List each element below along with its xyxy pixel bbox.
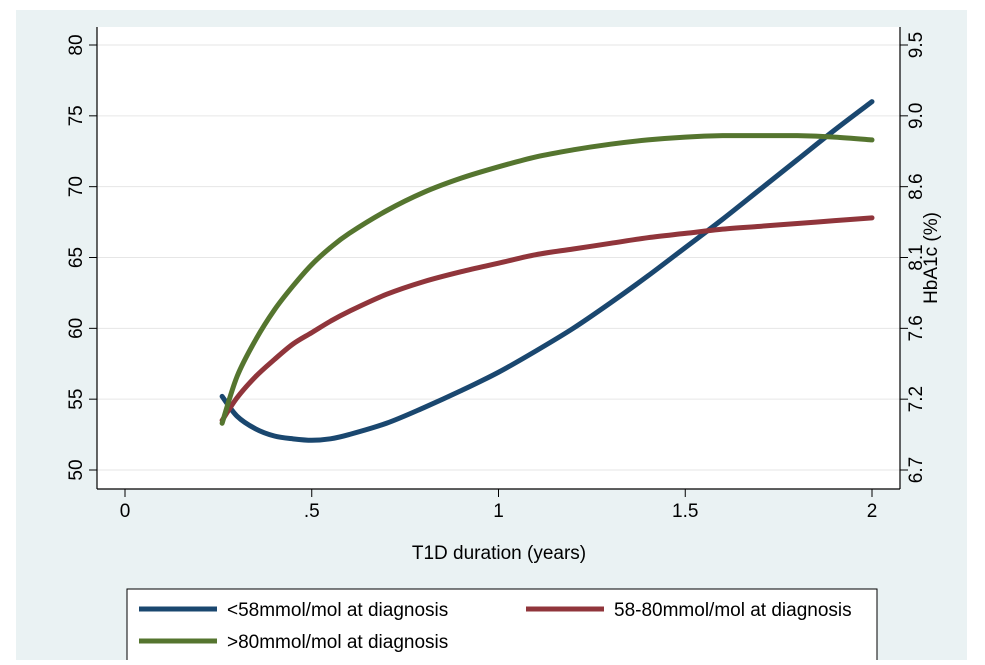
y2-tick-label: 6.7	[906, 457, 927, 483]
y2-tick-label: 7.2	[906, 386, 927, 412]
legend-label-3: >80mmol/mol at diagnosis	[227, 632, 448, 653]
x-tick-label: 1	[493, 501, 504, 522]
x-tick-label: 2	[867, 501, 878, 522]
x-tick-label: .5	[304, 501, 320, 522]
series-line-2	[219, 215, 875, 423]
y-axis-ticks: 50 55 60 65 70 75 80	[66, 34, 97, 481]
series-line-1	[219, 99, 875, 443]
legend: <58mmol/mol at diagnosis 58-80mmol/mol at…	[139, 600, 852, 653]
y-tick-label: 80	[66, 34, 87, 55]
y2-tick-label: 9.5	[906, 32, 927, 58]
x-axis-ticks: 0 .5 1 1.5 2	[120, 489, 878, 522]
y2-axis-label: HbA1c (%)	[921, 212, 942, 304]
y-tick-label: 55	[66, 389, 87, 410]
x-tick-label: 1.5	[672, 501, 698, 522]
y2-tick-label: 8.1	[906, 244, 927, 270]
y-tick-label: 50	[66, 459, 87, 480]
series-lines	[219, 99, 875, 443]
legend-label-2: 58-80mmol/mol at diagnosis	[614, 600, 852, 621]
x-axis-label: T1D duration (years)	[412, 543, 586, 564]
legend-label-1: <58mmol/mol at diagnosis	[227, 600, 448, 621]
legend-box	[126, 588, 878, 665]
series-line-3	[219, 133, 875, 426]
y2-axis-ticks: 6.7 7.2 7.6 8.1 8.6 9.0 9.5	[900, 32, 927, 483]
y2-tick-label: 9.0	[906, 103, 927, 129]
y2-tick-label: 8.6	[906, 173, 927, 199]
y-tick-label: 60	[66, 318, 87, 339]
y2-tick-label: 7.6	[906, 315, 927, 341]
x-tick-label: 0	[120, 501, 131, 522]
y-tick-label: 65	[66, 247, 87, 268]
y-tick-label: 75	[66, 105, 87, 126]
y-tick-label: 70	[66, 176, 87, 197]
